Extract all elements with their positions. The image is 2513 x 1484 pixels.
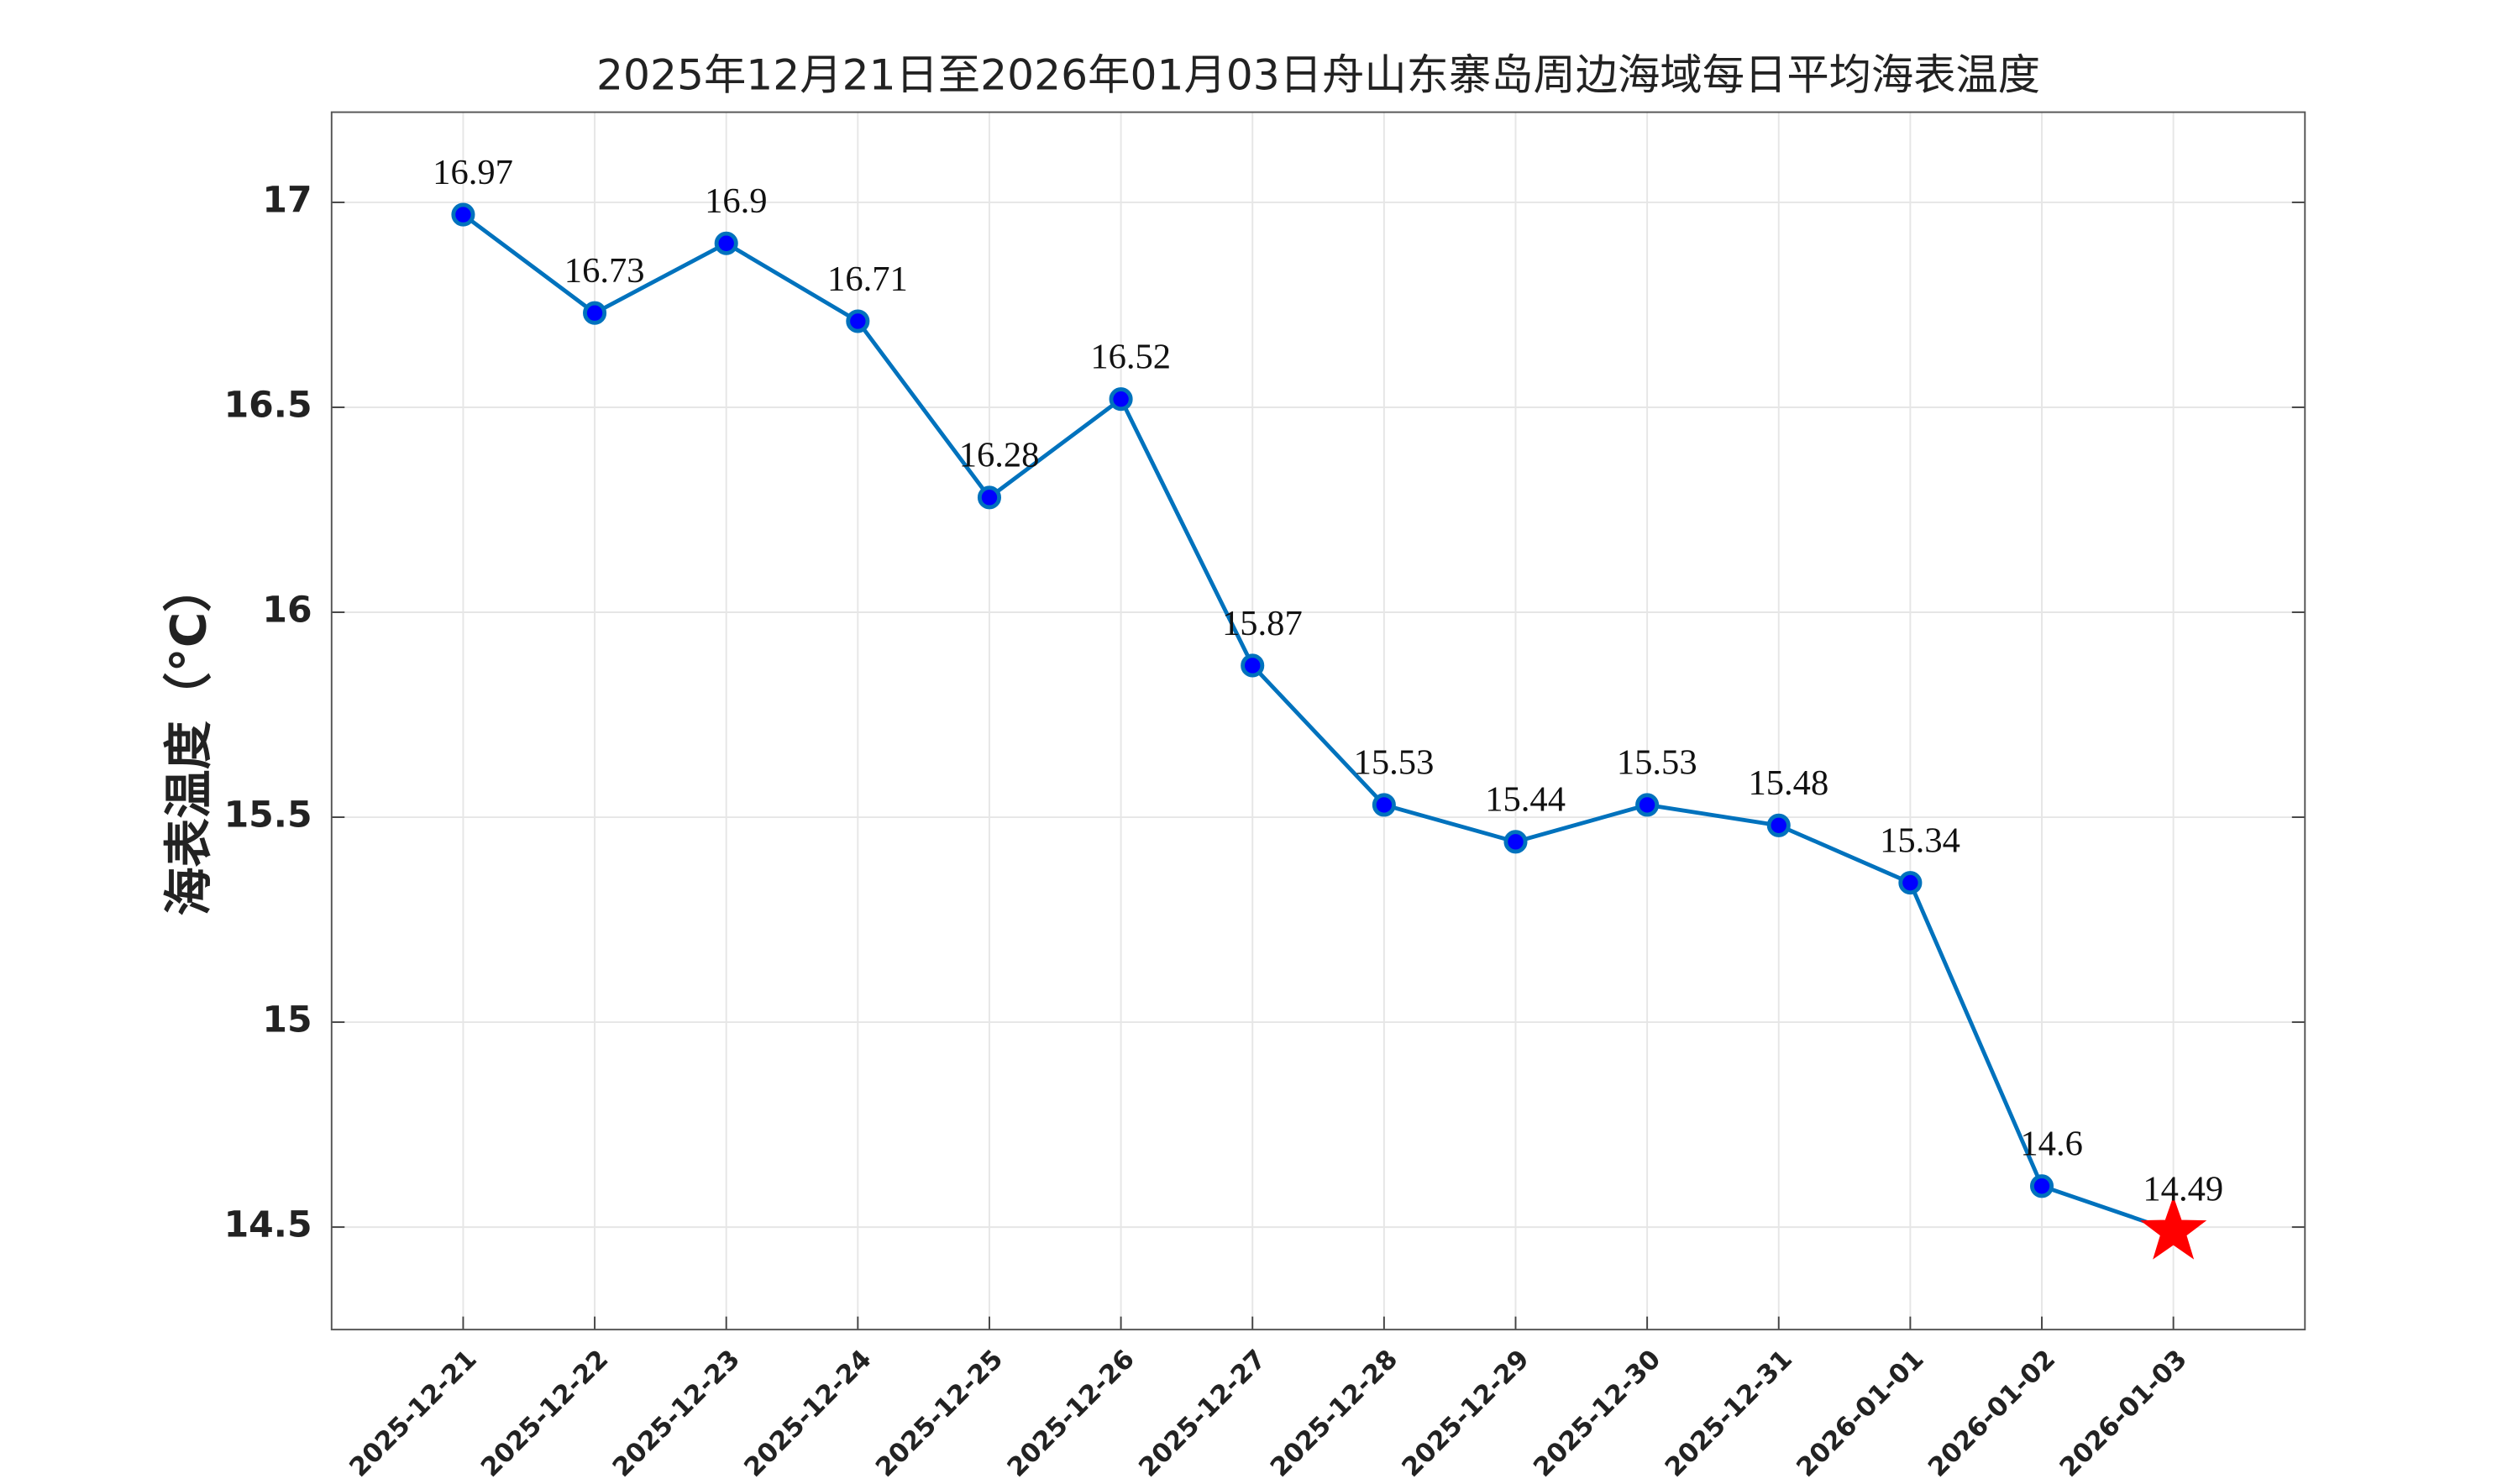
y-tick-label: 16.5 [224,384,312,426]
y-tick-label: 16 [262,590,312,632]
value-label: 15.44 [1485,780,1566,820]
line [461,212,2175,1234]
value-label: 15.48 [1748,763,1828,803]
value-label: 16.73 [564,251,645,291]
y-tick-label: 15 [262,999,312,1041]
value-label: 16.71 [827,260,908,299]
marker [714,231,738,255]
marker [583,301,607,325]
chart-title: 2025年12月21日至2026年01月03日舟山东寨岛周边海域每日平均海表温度 [596,50,2040,99]
marker [1109,387,1133,412]
value-label: 15.87 [1222,604,1303,643]
y-axis-label: 海表温度（°C） [160,564,217,916]
star-marker [2140,1196,2207,1260]
marker [1766,813,1791,837]
value-label: 16.28 [959,436,1040,475]
y-tick-label: 14.5 [224,1204,312,1246]
y-tick-label: 17 [262,179,312,221]
value-label: 16.97 [433,153,513,192]
value-label: 14.49 [2143,1169,2223,1209]
marker [1241,653,1265,678]
y-tick-label: 15.5 [224,794,312,836]
value-label: 15.53 [1617,743,1697,783]
plot-frame [330,111,2306,1331]
marker [977,485,1001,510]
value-label: 14.6 [2020,1125,2082,1164]
marker [1635,793,1660,817]
marker [451,202,475,227]
marker [846,309,870,333]
marker [1503,830,1528,854]
value-label: 16.52 [1090,338,1171,377]
value-label: 15.34 [1880,821,1960,860]
marker [1372,793,1396,817]
marker [2029,1174,2054,1198]
value-label: 16.9 [705,181,767,221]
marker [1898,871,1923,895]
value-label: 15.53 [1354,743,1435,783]
